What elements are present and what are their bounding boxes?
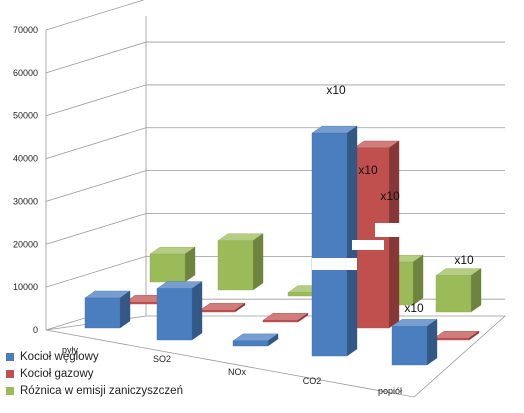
annotation-x10-2: x10 bbox=[380, 189, 400, 203]
scale-break-coal-co2 bbox=[312, 258, 357, 270]
legend-item-difference: Różnica w emisji zaniczyszczeń bbox=[6, 382, 183, 399]
bar-2-1 bbox=[217, 240, 254, 291]
legend-swatch-gas bbox=[6, 369, 14, 378]
y-tick-label-4: 40000 bbox=[13, 154, 38, 164]
gridline-2 bbox=[45, 213, 505, 245]
bar-1-0 bbox=[124, 302, 161, 305]
bar-2-4 bbox=[435, 275, 472, 313]
bar-0-2 bbox=[232, 340, 269, 347]
x-tick-label-3: CO2 bbox=[303, 376, 322, 386]
bar-0-4 bbox=[391, 326, 428, 366]
legend: Kocioł węglowy Kocioł gazowy Różnica w e… bbox=[6, 348, 183, 399]
gridline-5 bbox=[45, 84, 505, 117]
bar-2-3-side bbox=[412, 254, 424, 306]
gridline-6 bbox=[45, 41, 505, 74]
annotation-x10-1: x10 bbox=[358, 163, 378, 177]
y-tick-label-7: 70000 bbox=[13, 25, 38, 35]
legend-swatch-difference bbox=[6, 386, 14, 395]
scale-break-diff-co2 bbox=[375, 223, 401, 237]
bar-1-1 bbox=[199, 310, 236, 313]
y-tick-label-5: 50000 bbox=[13, 111, 38, 121]
bar-0-0 bbox=[84, 297, 121, 329]
x-tick-label-0: pyły bbox=[62, 345, 79, 355]
y-tick-label-0: 0 bbox=[33, 325, 38, 335]
legend-item-coal: Kocioł węglowy bbox=[6, 348, 183, 365]
bar-0-3 bbox=[311, 132, 348, 357]
x-tick-label-1: SO2 bbox=[153, 354, 171, 364]
legend-item-gas: Kocioł gazowy bbox=[6, 365, 183, 382]
x-tick-label-4: popiół bbox=[378, 386, 402, 396]
legend-label-difference: Różnica w emisji zaniczyszczeń bbox=[20, 384, 183, 397]
annotation-x10-3: x10 bbox=[404, 301, 424, 315]
y-tick-label-1: 10000 bbox=[13, 282, 38, 292]
bar-2-1-side bbox=[252, 233, 264, 291]
scale-break-gas-co2 bbox=[352, 240, 384, 250]
annotation-x10-0: x10 bbox=[326, 83, 346, 97]
legend-label-coal: Kocioł węglowy bbox=[20, 350, 99, 363]
bar-0-4-side bbox=[426, 319, 438, 366]
bar-0-1 bbox=[156, 288, 193, 341]
gridline-4 bbox=[45, 127, 505, 159]
y-tick-label-2: 20000 bbox=[13, 239, 38, 249]
bar-1-3 bbox=[353, 147, 390, 329]
y-tick-label-6: 60000 bbox=[13, 68, 38, 78]
gridline-3 bbox=[45, 170, 505, 202]
gridline-7 bbox=[45, 0, 145, 31]
legend-label-gas: Kocioł gazowy bbox=[20, 367, 94, 380]
bar-1-4 bbox=[433, 338, 470, 341]
bar-1-2 bbox=[262, 320, 299, 323]
bar-2-0 bbox=[149, 253, 186, 283]
annotation-x10-4: x10 bbox=[454, 253, 474, 267]
legend-swatch-coal bbox=[6, 352, 14, 361]
y-tick-label-3: 30000 bbox=[13, 196, 38, 206]
bar-0-1-side bbox=[191, 281, 203, 341]
bar-2-4-side bbox=[470, 268, 482, 313]
x-tick-label-2: NOx bbox=[228, 367, 247, 377]
